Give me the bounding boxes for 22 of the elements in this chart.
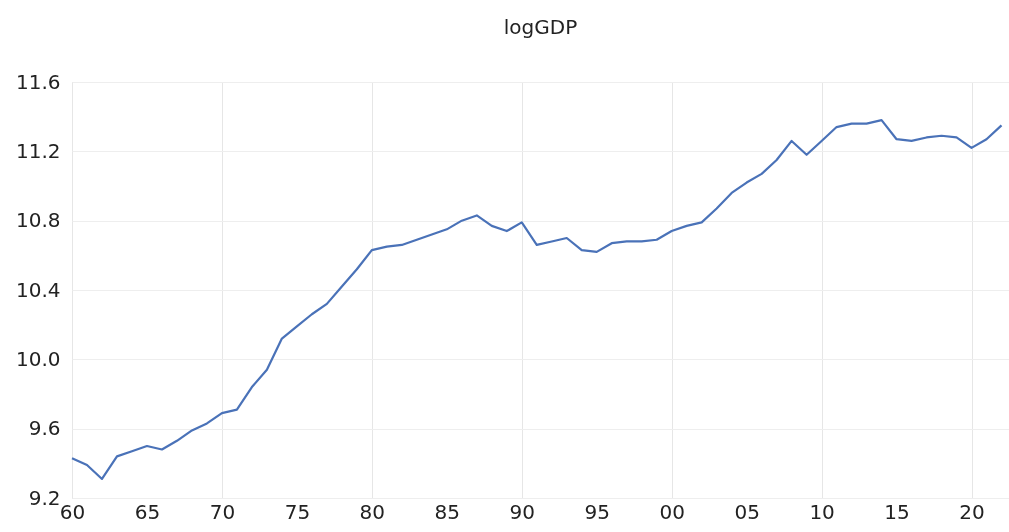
x-tick-label: 20: [959, 499, 985, 524]
x-tick-label: 05: [734, 499, 760, 524]
line-series: [70, 119, 1003, 481]
y-tick-label: 11.2: [15, 138, 61, 163]
y-tick-label: 10.4: [15, 277, 61, 302]
x-tick-label: 80: [359, 499, 386, 524]
x-tick-label: 85: [434, 499, 461, 524]
y-tick-label: 11.6: [15, 69, 61, 94]
x-tick-label: 00: [659, 499, 685, 524]
y-tick-label: 9.6: [28, 416, 61, 441]
y-tick-label: 10.0: [15, 346, 61, 371]
chart-title: logGDP: [503, 15, 578, 39]
x-tick-label: 75: [284, 499, 311, 524]
x-tick-label: 90: [509, 499, 535, 524]
x-tick-label: 60: [59, 499, 86, 524]
x-tick-label: 10: [809, 499, 835, 524]
x-tick-label: 15: [884, 499, 910, 524]
x-tick-label: 95: [584, 499, 610, 524]
x-tick-label: 70: [209, 499, 236, 524]
y-tick-label: 10.8: [15, 208, 61, 233]
y-tick-label: 9.2: [28, 485, 61, 510]
x-tick-label: 65: [134, 499, 161, 524]
